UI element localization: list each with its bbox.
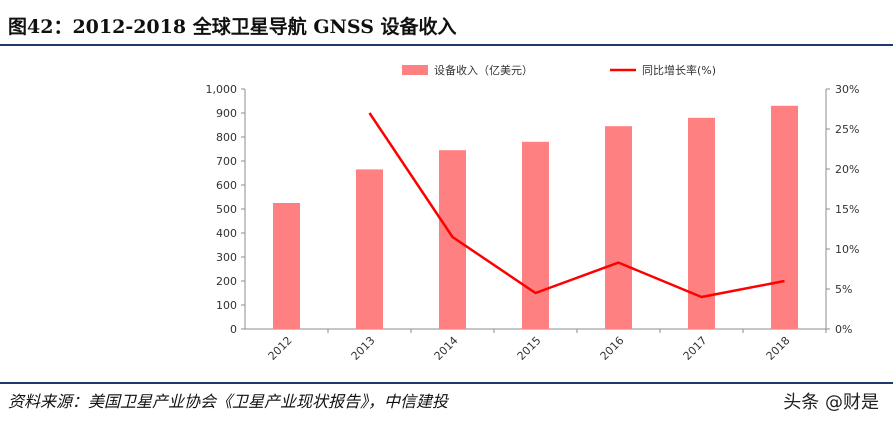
figure-title: 图42：2012-2018 全球卫星导航 GNSS 设备收入 <box>8 16 457 38</box>
bar-2014 <box>439 150 466 329</box>
plot-area: 0 100 200 300 400 500 600 700 800 900 1,000 0% 5% 10%… <box>206 63 860 363</box>
growth-rate-line <box>368 112 785 299</box>
x-tick-label: 2014 <box>432 334 461 363</box>
bar-2013 <box>356 169 383 329</box>
left-tick-label: 700 <box>216 155 237 168</box>
bar-2016 <box>605 126 632 329</box>
right-tick-label: 30% <box>835 83 859 96</box>
x-tick-label: 2018 <box>764 334 793 363</box>
right-tick-label: 20% <box>835 163 859 176</box>
bar-2018 <box>771 105 798 329</box>
left-tick-label: 300 <box>216 251 237 264</box>
bar-2012 <box>273 203 300 329</box>
x-tick-label: 2013 <box>349 334 378 363</box>
left-tick-label: 800 <box>216 131 237 144</box>
title-divider <box>0 44 893 46</box>
right-tick-label: 10% <box>835 243 859 256</box>
left-tick-label: 100 <box>216 299 237 312</box>
x-tick-label: 2016 <box>598 334 627 363</box>
left-tick-label: 1,000 <box>206 83 238 96</box>
right-tick-label: 0% <box>835 323 852 336</box>
left-tick-label: 0 <box>230 323 237 336</box>
source-note: 资料来源：美国卫星产业协会《卫星产业现状报告》，中信建投 <box>8 392 449 411</box>
left-tick-label: 500 <box>216 203 237 216</box>
source-divider <box>0 382 893 384</box>
x-tick-label: 2017 <box>681 334 710 363</box>
x-tick-label: 2012 <box>266 334 295 363</box>
x-tick-label: 2015 <box>515 334 544 363</box>
bar-2015 <box>522 141 549 329</box>
left-tick-label: 900 <box>216 107 237 120</box>
legend-bar-label: 设备收入（亿美元） <box>434 63 533 77</box>
left-tick-label: 600 <box>216 179 237 192</box>
right-tick-label: 5% <box>835 283 852 296</box>
right-tick-label: 25% <box>835 123 859 136</box>
left-tick-label: 400 <box>216 227 237 240</box>
right-tick-label: 15% <box>835 203 859 216</box>
legend-bar-swatch <box>402 65 428 75</box>
left-tick-label: 200 <box>216 275 237 288</box>
watermark: 头条 @财是 <box>783 392 879 413</box>
legend-line-label: 同比增长率(%) <box>642 63 716 77</box>
